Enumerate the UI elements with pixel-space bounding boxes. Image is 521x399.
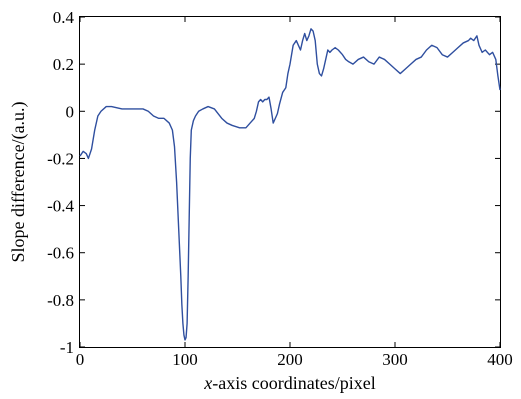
series-line <box>79 28 501 341</box>
y-tick-label: 0 <box>66 102 75 121</box>
axis-ticks <box>79 16 501 348</box>
x-tick-label: 400 <box>487 350 513 369</box>
x-tick-label: 100 <box>172 350 198 369</box>
y-tick-label: -0.6 <box>47 244 74 263</box>
plot-frame <box>79 16 501 348</box>
x-tick-label: 200 <box>277 350 303 369</box>
x-tick-label: 300 <box>382 350 408 369</box>
x-tick-label: 0 <box>76 350 85 369</box>
plot-area-border <box>79 16 501 348</box>
y-tick-label: -0.2 <box>47 149 74 168</box>
y-tick-label: -1 <box>60 338 74 357</box>
tick-labels: 0 100 200 300 400 -1 -0.8 -0.6 -0.4 -0.2 0 0.2 0.4 <box>47 8 513 369</box>
y-tick-label: -0.8 <box>47 291 74 310</box>
y-tick-label: -0.4 <box>47 197 74 216</box>
y-tick-label: 0.4 <box>53 8 75 27</box>
x-axis-label: x-axis coordinates/pixel <box>203 373 375 393</box>
y-tick-label: 0.2 <box>53 55 74 74</box>
y-axis-label: Slope difference/(a.u.) <box>8 101 29 262</box>
